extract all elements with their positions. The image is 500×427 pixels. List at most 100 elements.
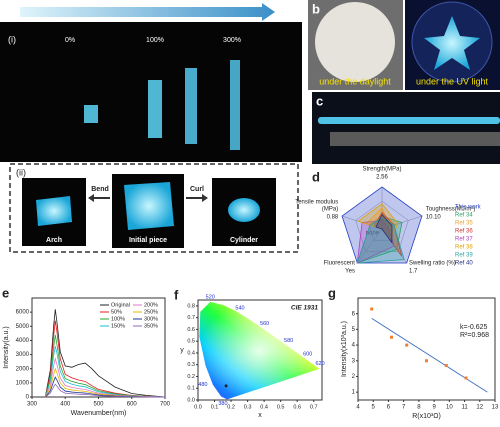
x-tick-label: 13 (492, 405, 499, 411)
y-tick-label: 2000 (16, 366, 30, 372)
wavelength-label: 520 (206, 294, 215, 300)
point (464, 376, 468, 380)
caption: under the UV light (416, 76, 489, 86)
x-axis-label: x (258, 412, 262, 419)
panel-c: c (312, 92, 500, 164)
radar-series (356, 218, 405, 264)
x-tick-label: 0.5 (277, 404, 285, 410)
panel-label: g (328, 285, 336, 300)
point (405, 343, 409, 347)
strain-label: 0% (65, 37, 75, 44)
axis-max: 0.88 (327, 215, 339, 221)
y-tick-label: 3000 (16, 352, 30, 358)
y-tick-label: 1 (352, 390, 356, 396)
star (424, 16, 480, 70)
y-tick-label: 4000 (16, 338, 30, 344)
cie-title: CIE 1931 (291, 305, 318, 312)
x-tick-label: 4 (356, 405, 360, 411)
sub-label: (i) (8, 34, 16, 44)
panel-a: a (i) 0% 100% 300% (ii) Bend Curl Arch I… (0, 3, 302, 253)
sample (124, 182, 174, 230)
legend-label: 350% (144, 323, 158, 329)
y-tick-label: 0.8 (187, 303, 195, 309)
x-tick-label: 0.0 (194, 404, 202, 410)
strip (148, 80, 162, 138)
legend-label: 300% (144, 316, 158, 322)
axis-name: Toughness(MJ/m³) (426, 207, 476, 213)
x-tick-label: 0.2 (227, 404, 235, 410)
fiber (318, 117, 500, 124)
x-tick-label: 0.4 (260, 404, 268, 410)
y-tick-label: 3 (352, 358, 356, 364)
plot-frame (357, 297, 496, 401)
strain-label: 300% (223, 37, 241, 44)
x-tick-label: 300 (27, 402, 38, 408)
legend-label: Original (111, 302, 130, 308)
legend-label: Ref 39 (455, 253, 473, 259)
wavelength-label: 620 (315, 361, 324, 367)
spectrum (44, 309, 166, 398)
y-axis-label: Intensity(x10³a.u.) (341, 321, 348, 377)
y-tick-label: 5000 (16, 324, 30, 330)
panel-label: d (312, 169, 320, 184)
point (389, 335, 393, 339)
radar-series (341, 186, 423, 264)
spectrum (45, 383, 166, 398)
point (425, 359, 428, 363)
legend-label: This work (455, 205, 482, 211)
radar-grid (368, 214, 396, 241)
ruler (330, 132, 500, 146)
legend-label: 50% (111, 309, 122, 315)
spectrum (44, 320, 166, 398)
x-tick-label: 5 (372, 405, 376, 411)
piece-label: Initial piece (129, 237, 167, 244)
piece-label: Cylinder (230, 237, 258, 244)
x-tick-label: 0.3 (244, 404, 252, 410)
y-axis-label: Intensity(a.u.) (3, 326, 10, 368)
axis-min: none (366, 231, 380, 237)
sample (228, 198, 260, 222)
gamut-white (199, 301, 320, 400)
axis-max: 1.7 (409, 268, 418, 274)
x-axis-label: Wavenumber(nm) (71, 410, 127, 417)
y-tick-label: 0.5 (187, 339, 195, 345)
x-tick-label: 500 (93, 402, 104, 408)
panel-label: e (2, 285, 9, 300)
fit-line (371, 318, 488, 393)
panel-label: b (312, 1, 320, 16)
x-tick-label: 0.7 (310, 404, 318, 410)
y-tick-label: 1000 (16, 380, 30, 386)
piece-label: Arch (46, 237, 62, 244)
legend-label: Ref 38 (455, 245, 473, 251)
legend-label: 150% (111, 323, 125, 329)
panel-b: b under the daylight under the UV light (308, 0, 500, 90)
x-axis-label: R(x10³Ω) (412, 413, 441, 420)
legend-label: 200% (144, 302, 158, 308)
y-tick-label: 4 (352, 343, 356, 349)
strip (230, 60, 240, 150)
legend-label: Ref 34 (455, 213, 473, 219)
x-tick-label: 10 (446, 405, 453, 411)
axis-max: 10.10 (426, 215, 442, 221)
x-tick-label: 600 (127, 402, 138, 408)
plot-frame (197, 299, 323, 401)
legend-label: 100% (111, 316, 125, 322)
strain-label: 100% (146, 37, 164, 44)
axis-name: Swelling ratio (%) (409, 260, 456, 266)
y-tick-label: 0.4 (187, 350, 195, 356)
x-tick-label: 0.1 (211, 404, 219, 410)
y-tick-label: 0.1 (187, 386, 195, 392)
y-tick-label: 0.6 (187, 327, 195, 333)
dish (315, 2, 395, 82)
y-tick-label: 2 (352, 374, 356, 380)
radar-series (356, 220, 395, 264)
action-label: Curl (190, 186, 204, 193)
x-tick-label: 400 (60, 402, 71, 408)
sample (36, 196, 72, 226)
legend-label: Ref 37 (455, 237, 473, 243)
caption: under the daylight (319, 76, 391, 86)
radar-axis (357, 228, 383, 264)
wavelength-label: 580 (284, 338, 293, 344)
action-label: Bend (91, 186, 109, 193)
